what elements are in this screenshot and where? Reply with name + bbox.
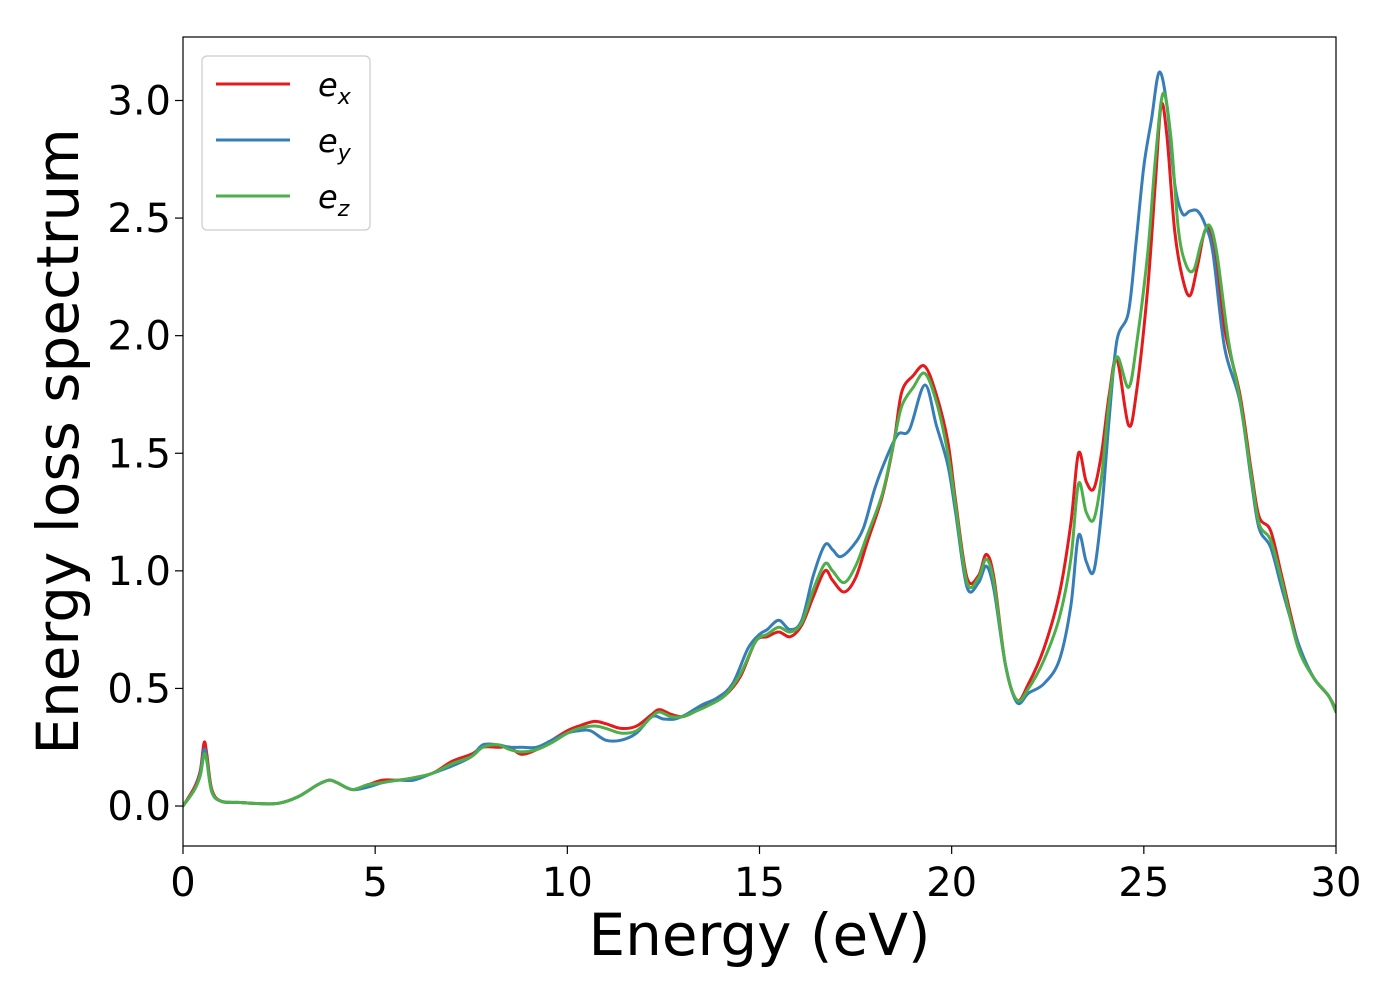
legend: ex ey ez <box>201 55 371 231</box>
y-tick-label: 2.5 <box>107 196 171 242</box>
x-tick-label: 15 <box>734 860 785 906</box>
x-tick-label: 25 <box>1118 860 1169 906</box>
y-tick-label: 3.0 <box>107 78 171 124</box>
y-tick-label: 0.5 <box>107 666 171 712</box>
legend-label-e-z: ez <box>318 178 350 222</box>
x-tick-label: 20 <box>926 860 977 906</box>
legend-label-e-y: ey <box>318 122 352 166</box>
x-tick-label: 30 <box>1311 860 1362 906</box>
y-axis-ticks: 0.0 0.5 1.0 1.5 2.0 2.5 3.0 <box>107 78 183 830</box>
y-tick-label: 1.5 <box>107 431 171 477</box>
x-tick-label: 5 <box>362 860 387 906</box>
y-tick-label: 0.0 <box>107 784 171 830</box>
series-line-e-z <box>183 91 1336 808</box>
legend-box <box>201 55 371 231</box>
x-axis-ticks: 0 5 10 15 20 25 30 <box>170 846 1361 906</box>
plot-area <box>182 36 1337 847</box>
y-tick-label: 2.0 <box>107 314 171 360</box>
series-layer <box>183 70 1336 808</box>
legend-label-e-x: ex <box>318 66 352 110</box>
y-axis-label: Energy loss spectrum <box>24 128 92 754</box>
x-axis-label: Energy (eV) <box>588 901 930 969</box>
x-tick-label: 0 <box>170 860 195 906</box>
x-tick-label: 10 <box>542 860 593 906</box>
y-tick-label: 1.0 <box>107 549 171 595</box>
